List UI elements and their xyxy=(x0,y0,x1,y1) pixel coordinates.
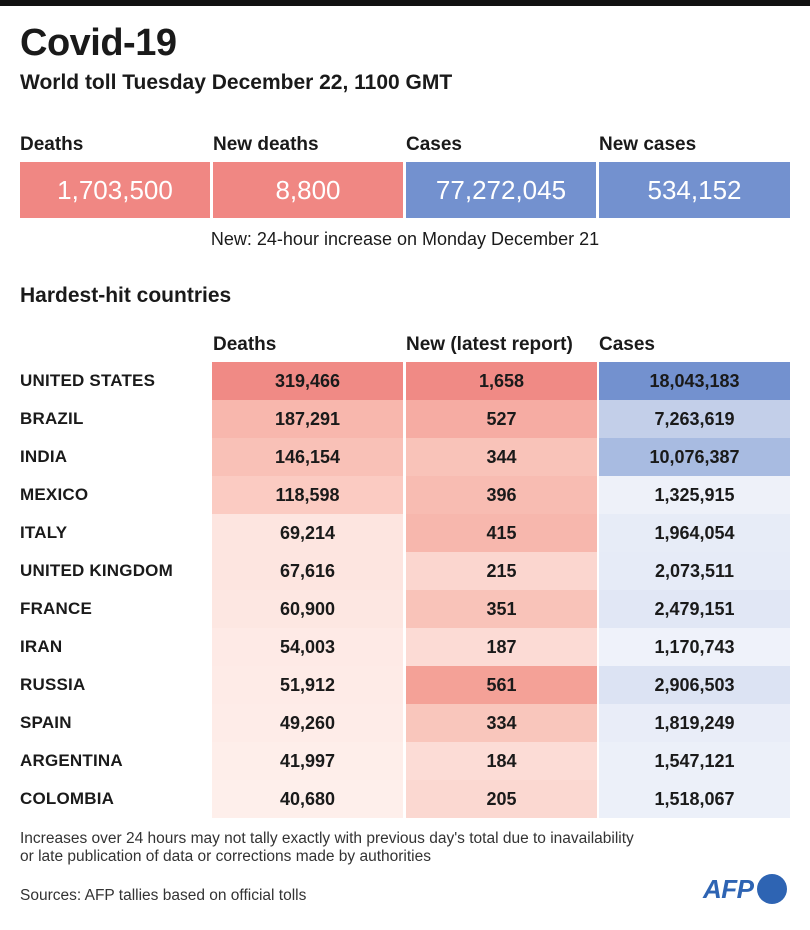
deaths-cell: 146,154 xyxy=(212,438,403,476)
new-definition-note: New: 24-hour increase on Monday December… xyxy=(210,229,600,249)
cases-cell: 2,073,511 xyxy=(599,552,790,590)
kpi-labels: Deaths New deaths Cases New cases xyxy=(20,134,790,158)
kpi-new-deaths: 8,800 xyxy=(213,162,403,218)
deaths-cell: 118,598 xyxy=(212,476,403,514)
afp-logo: AFP xyxy=(703,872,787,906)
new-deaths-cell: 205 xyxy=(406,780,597,818)
country-name: SPAIN xyxy=(20,713,72,732)
kpi-deaths: 1,703,500 xyxy=(20,162,210,218)
deaths-cell: 67,616 xyxy=(212,552,403,590)
footnote-line: or late publication of data or correctio… xyxy=(20,848,431,865)
country-name: IRAN xyxy=(20,637,63,656)
column-header-new: New (latest report) xyxy=(406,334,573,355)
table-row: ITALY 69,214 415 1,964,054 xyxy=(20,514,790,552)
new-deaths-cell: 1,658 xyxy=(406,362,597,400)
cases-cell: 1,325,915 xyxy=(599,476,790,514)
kpi-label-deaths: Deaths xyxy=(20,134,84,155)
table-row: COLOMBIA 40,680 205 1,518,067 xyxy=(20,780,790,818)
deaths-cell: 60,900 xyxy=(212,590,403,628)
table-row: BRAZIL 187,291 527 7,263,619 xyxy=(20,400,790,438)
cases-cell: 1,547,121 xyxy=(599,742,790,780)
deaths-cell: 54,003 xyxy=(212,628,403,666)
new-deaths-cell: 344 xyxy=(406,438,597,476)
table-row: INDIA 146,154 344 10,076,387 xyxy=(20,438,790,476)
deaths-cell: 41,997 xyxy=(212,742,403,780)
kpi-cases: 77,272,045 xyxy=(406,162,596,218)
cases-cell: 1,518,067 xyxy=(599,780,790,818)
country-table: UNITED STATES 319,466 1,658 18,043,183 BRAZI… xyxy=(20,362,790,818)
country-name: UNITED STATES xyxy=(20,371,156,390)
afp-logo-text: AFP xyxy=(703,873,754,904)
column-header-deaths: Deaths xyxy=(213,334,277,355)
country-name: FRANCE xyxy=(20,599,93,618)
deaths-cell: 319,466 xyxy=(212,362,403,400)
deaths-cell: 49,260 xyxy=(212,704,403,742)
section-title: Hardest-hit countries xyxy=(20,284,232,307)
country-name: UNITED KINGDOM xyxy=(20,561,173,580)
cases-cell: 7,263,619 xyxy=(599,400,790,438)
new-deaths-cell: 415 xyxy=(406,514,597,552)
cases-cell: 2,906,503 xyxy=(599,666,790,704)
kpi-new-cases: 534,152 xyxy=(599,162,790,218)
cases-cell: 10,076,387 xyxy=(599,438,790,476)
afp-logo-dot-icon xyxy=(756,874,787,904)
new-deaths-cell: 561 xyxy=(406,666,597,704)
top-bar xyxy=(0,0,810,6)
cases-cell: 1,964,054 xyxy=(599,514,790,552)
table-row: IRAN 54,003 187 1,170,743 xyxy=(20,628,790,666)
deaths-cell: 187,291 xyxy=(212,400,403,438)
table-row: RUSSIA 51,912 561 2,906,503 xyxy=(20,666,790,704)
sources-note: Sources: AFP tallies based on official t… xyxy=(20,887,307,904)
country-name: BRAZIL xyxy=(20,409,84,428)
cases-cell: 18,043,183 xyxy=(599,362,790,400)
cases-cell: 1,170,743 xyxy=(599,628,790,666)
new-deaths-cell: 187 xyxy=(406,628,597,666)
footnote-line: Increases over 24 hours may not tally ex… xyxy=(20,830,634,847)
deaths-cell: 40,680 xyxy=(212,780,403,818)
new-deaths-cell: 334 xyxy=(406,704,597,742)
new-deaths-cell: 396 xyxy=(406,476,597,514)
page-subtitle: World toll Tuesday December 22, 1100 GMT xyxy=(20,71,453,94)
kpi-row: 1,703,500 8,800 77,272,045 534,152 xyxy=(20,162,790,218)
cases-cell: 2,479,151 xyxy=(599,590,790,628)
country-name: COLOMBIA xyxy=(20,789,115,808)
new-deaths-cell: 527 xyxy=(406,400,597,438)
column-header-cases: Cases xyxy=(599,334,655,355)
country-name: MEXICO xyxy=(20,485,89,504)
kpi-label-new-deaths: New deaths xyxy=(213,134,319,155)
cases-cell: 1,819,249 xyxy=(599,704,790,742)
page-title: Covid-19 xyxy=(20,22,177,64)
country-name: ITALY xyxy=(20,523,68,542)
country-name: RUSSIA xyxy=(20,675,86,694)
table-row: UNITED STATES 319,466 1,658 18,043,183 xyxy=(20,362,790,400)
country-name: ARGENTINA xyxy=(20,751,123,770)
kpi-label-new-cases: New cases xyxy=(599,134,697,155)
kpi-label-cases: Cases xyxy=(406,134,462,155)
deaths-cell: 69,214 xyxy=(212,514,403,552)
deaths-cell: 51,912 xyxy=(212,666,403,704)
table-row: FRANCE 60,900 351 2,479,151 xyxy=(20,590,790,628)
table-row: UNITED KINGDOM 67,616 215 2,073,511 xyxy=(20,552,790,590)
table-row: MEXICO 118,598 396 1,325,915 xyxy=(20,476,790,514)
table-row: SPAIN 49,260 334 1,819,249 xyxy=(20,704,790,742)
new-deaths-cell: 184 xyxy=(406,742,597,780)
country-name: INDIA xyxy=(20,447,68,466)
footnote: Increases over 24 hours may not tally ex… xyxy=(20,830,634,866)
table-row: ARGENTINA 41,997 184 1,547,121 xyxy=(20,742,790,780)
new-deaths-cell: 351 xyxy=(406,590,597,628)
new-deaths-cell: 215 xyxy=(406,552,597,590)
